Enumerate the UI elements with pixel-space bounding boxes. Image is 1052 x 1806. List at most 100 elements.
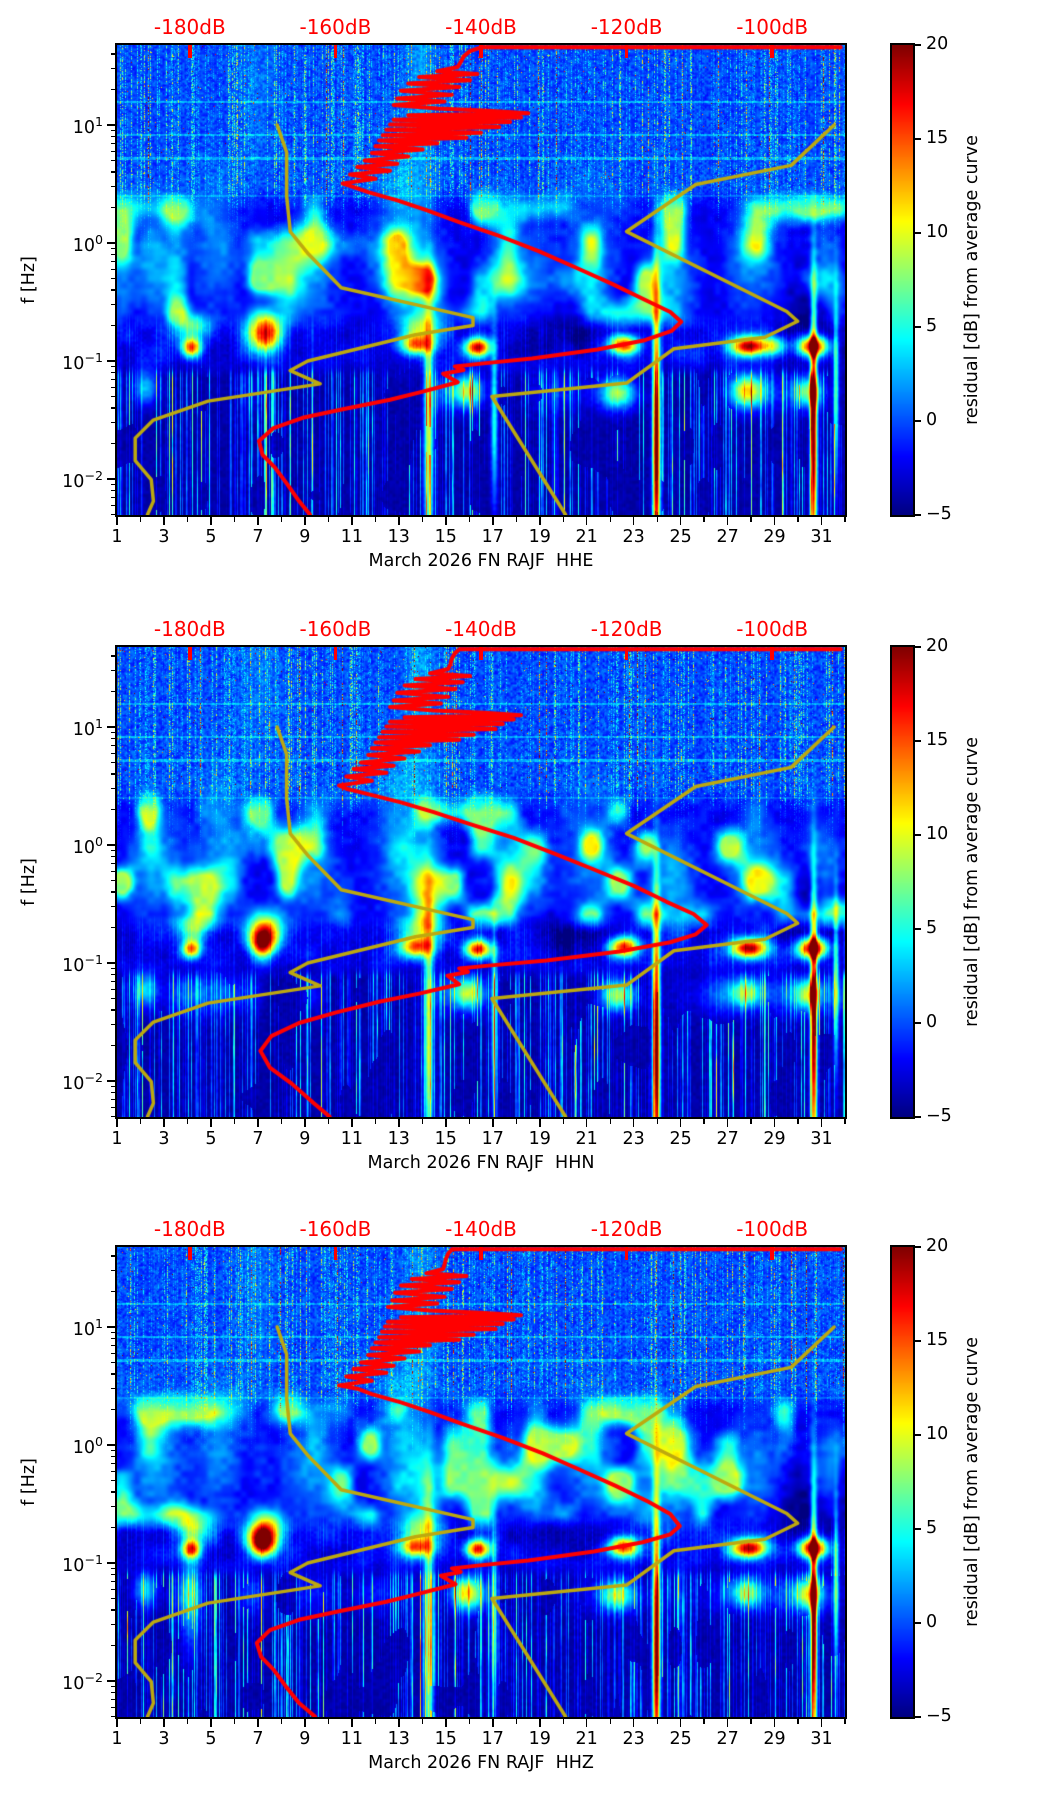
spectrogram-canvas [117,647,845,1117]
x-minor-tick [562,1119,564,1124]
y-minor-tick [110,1337,115,1340]
x-tick [632,1719,635,1727]
y-minor-tick [110,171,115,173]
y-minor-tick [110,980,115,982]
colorbar-label: residual [dB] from average curve [962,737,982,1027]
y-tick [107,478,115,480]
x-tick-label: 1 [111,1729,123,1749]
x-axis-label: March 2026 FN RAJF HHE [368,551,594,571]
y-minor-tick [110,1290,115,1293]
y-minor-tick [110,206,115,209]
x-tick [210,1119,212,1127]
x-minor-tick [421,1719,423,1724]
y-minor-tick [110,1526,115,1529]
y-tick [107,360,115,362]
x-tick [257,517,259,525]
x-minor-tick [750,517,752,522]
x-tick-label: 29 [763,527,786,547]
x-tick-label: 23 [622,1729,645,1749]
colorbar-label: residual [dB] from average curve [962,1337,982,1627]
x-tick [538,1119,541,1127]
x-tick-label: 7 [252,1729,264,1749]
x-minor-tick [515,1719,517,1724]
x-tick [398,1119,400,1127]
x-tick [679,1119,682,1127]
colorbar-tick-label: −5 [926,1106,952,1126]
y-minor-tick [110,891,115,893]
y-minor-tick [110,247,115,249]
colorbar-tick [915,232,921,234]
colorbar-canvas [892,647,913,1117]
y-minor-tick [110,88,115,91]
top-axis-tick [188,1247,192,1260]
x-minor-tick [280,517,282,522]
x-minor-tick [468,1119,470,1124]
x-tick [726,1119,729,1127]
x-tick [398,1719,400,1727]
x-minor-tick [139,1119,142,1124]
x-tick [773,1119,776,1127]
top-axis-tick-label: -140dB [445,1217,517,1241]
y-minor-tick [110,1361,115,1364]
colorbar-tick-label: 20 [926,636,949,656]
x-minor-tick [327,1119,329,1124]
y-axis-label: f [Hz] [19,858,39,906]
y-tick [107,1326,115,1328]
x-tick-label: 31 [810,1729,833,1749]
x-tick-label: 15 [434,527,457,547]
colorbar-tick-label: 5 [926,1518,938,1538]
x-tick-label: 27 [716,1129,739,1149]
x-tick [585,1119,588,1127]
y-tick-label: 10−1 [62,1552,103,1576]
x-minor-tick [280,1119,282,1124]
x-tick-label: 17 [481,527,504,547]
x-minor-tick [797,1119,799,1124]
y-tick-label: 101 [72,716,103,740]
x-tick-label: 31 [810,527,833,547]
top-axis-tick [624,1247,629,1260]
y-minor-tick [110,513,115,516]
y-minor-tick [110,129,115,131]
colorbar-tick [915,1022,921,1024]
x-tick [585,517,588,525]
y-minor-tick [110,773,115,775]
x-minor-tick [374,1119,376,1124]
y-minor-tick [110,1580,115,1582]
y-tick [107,1080,115,1082]
colorbar-canvas [892,45,913,515]
x-tick [679,1719,682,1727]
y-minor-tick [110,731,115,733]
top-axis-tick-label: -100dB [736,1217,809,1241]
y-axis-label: f [Hz] [19,1458,39,1506]
x-tick-label: 21 [575,1129,598,1149]
y-minor-tick [110,1331,115,1333]
x-tick [491,517,494,525]
colorbar-tick [915,1528,921,1530]
y-minor-tick [110,289,115,291]
x-tick-label: 1 [111,527,123,547]
y-minor-tick [110,855,115,858]
y-minor-tick [110,997,115,1000]
y-minor-tick [110,1091,115,1094]
y-minor-tick [110,906,115,908]
x-tick [585,1719,588,1727]
x-tick-label: 25 [669,527,692,547]
x-tick-label: 15 [434,1129,457,1149]
x-tick-label: 15 [434,1729,457,1749]
x-tick [163,1719,165,1727]
y-minor-tick [110,68,115,70]
y-minor-tick [110,1491,115,1493]
x-tick [444,1119,447,1127]
x-minor-tick [515,1119,517,1124]
top-axis-tick-label: -160dB [299,15,372,39]
y-minor-tick [110,365,115,367]
x-tick [820,517,823,525]
x-tick-label: 23 [622,1129,645,1149]
y-minor-tick [110,1024,115,1026]
y-minor-tick [110,973,115,976]
y-minor-tick [110,135,115,138]
x-tick-label: 25 [669,1729,692,1749]
y-minor-tick [110,253,115,256]
y-tick-label: 100 [72,1434,103,1458]
